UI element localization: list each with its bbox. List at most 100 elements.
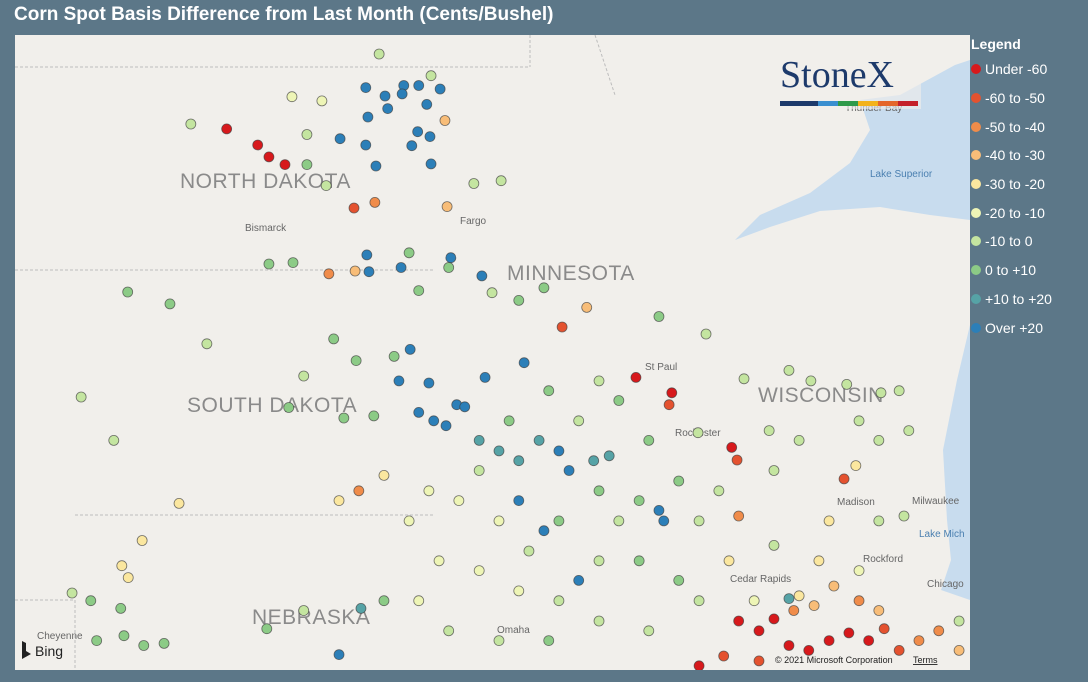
station[interactable]	[263, 258, 275, 270]
station[interactable]	[362, 111, 374, 123]
station[interactable]	[513, 495, 525, 507]
station[interactable]	[693, 515, 705, 527]
station[interactable]	[533, 434, 545, 446]
station[interactable]	[283, 402, 295, 413]
station[interactable]	[713, 485, 725, 497]
station[interactable]	[118, 630, 130, 642]
station[interactable]	[393, 375, 405, 387]
station[interactable]	[486, 287, 498, 299]
station[interactable]	[503, 415, 515, 427]
station[interactable]	[403, 247, 415, 259]
station[interactable]	[428, 415, 440, 427]
station[interactable]	[673, 575, 685, 586]
station[interactable]	[753, 655, 765, 667]
station[interactable]	[333, 495, 345, 507]
station[interactable]	[953, 645, 965, 656]
station[interactable]	[263, 151, 275, 163]
station[interactable]	[768, 465, 780, 476]
station[interactable]	[666, 387, 678, 399]
station[interactable]	[823, 515, 835, 527]
station[interactable]	[828, 580, 840, 592]
station[interactable]	[733, 510, 745, 522]
station[interactable]	[349, 265, 361, 277]
station[interactable]	[513, 455, 525, 467]
station[interactable]	[853, 415, 865, 427]
station[interactable]	[413, 80, 425, 91]
station[interactable]	[320, 180, 332, 192]
station[interactable]	[763, 425, 775, 437]
station[interactable]	[122, 572, 134, 583]
station[interactable]	[441, 201, 453, 213]
station[interactable]	[370, 160, 382, 172]
station[interactable]	[122, 286, 134, 298]
station[interactable]	[378, 595, 390, 607]
station[interactable]	[513, 294, 525, 306]
station[interactable]	[279, 159, 291, 171]
station[interactable]	[808, 600, 820, 611]
station[interactable]	[538, 525, 550, 537]
station[interactable]	[439, 115, 451, 126]
station[interactable]	[873, 515, 885, 527]
station[interactable]	[338, 412, 350, 424]
station[interactable]	[368, 410, 380, 422]
station[interactable]	[538, 282, 550, 294]
station[interactable]	[108, 434, 120, 446]
station[interactable]	[433, 555, 445, 567]
station[interactable]	[412, 126, 424, 138]
station[interactable]	[423, 377, 435, 389]
station[interactable]	[953, 615, 965, 627]
station[interactable]	[693, 595, 705, 607]
station[interactable]	[875, 387, 887, 399]
station[interactable]	[261, 623, 273, 635]
station[interactable]	[643, 434, 655, 446]
station[interactable]	[898, 510, 910, 522]
station[interactable]	[301, 129, 313, 140]
station[interactable]	[863, 635, 875, 646]
station[interactable]	[643, 625, 655, 637]
station[interactable]	[396, 88, 408, 100]
station[interactable]	[588, 455, 600, 467]
station[interactable]	[723, 555, 735, 567]
station[interactable]	[424, 131, 436, 142]
station[interactable]	[468, 178, 480, 189]
station[interactable]	[493, 445, 505, 457]
station[interactable]	[593, 375, 605, 387]
station[interactable]	[878, 623, 890, 635]
station[interactable]	[663, 399, 675, 411]
station[interactable]	[378, 469, 390, 481]
station[interactable]	[369, 196, 381, 208]
station[interactable]	[813, 555, 825, 567]
station[interactable]	[395, 262, 407, 273]
station[interactable]	[805, 375, 817, 387]
station[interactable]	[793, 590, 805, 602]
station[interactable]	[633, 555, 645, 567]
station[interactable]	[613, 395, 625, 406]
station[interactable]	[553, 445, 565, 457]
station[interactable]	[476, 270, 488, 282]
station[interactable]	[298, 605, 310, 616]
station[interactable]	[91, 635, 103, 646]
station[interactable]	[421, 99, 433, 110]
station[interactable]	[353, 485, 365, 497]
station[interactable]	[423, 485, 435, 497]
station[interactable]	[85, 595, 97, 607]
station[interactable]	[361, 249, 373, 261]
station[interactable]	[718, 650, 730, 662]
station[interactable]	[334, 133, 346, 145]
station[interactable]	[373, 48, 385, 60]
station[interactable]	[841, 378, 853, 390]
station[interactable]	[388, 350, 400, 362]
station[interactable]	[201, 338, 213, 350]
station[interactable]	[933, 625, 945, 637]
station[interactable]	[443, 262, 455, 273]
station[interactable]	[440, 420, 452, 432]
station[interactable]	[115, 603, 127, 614]
station[interactable]	[66, 587, 78, 599]
station[interactable]	[403, 515, 415, 527]
station[interactable]	[793, 434, 805, 446]
station[interactable]	[693, 660, 705, 670]
station[interactable]	[75, 391, 87, 403]
station[interactable]	[425, 70, 437, 82]
station[interactable]	[783, 640, 795, 651]
station[interactable]	[434, 83, 446, 95]
